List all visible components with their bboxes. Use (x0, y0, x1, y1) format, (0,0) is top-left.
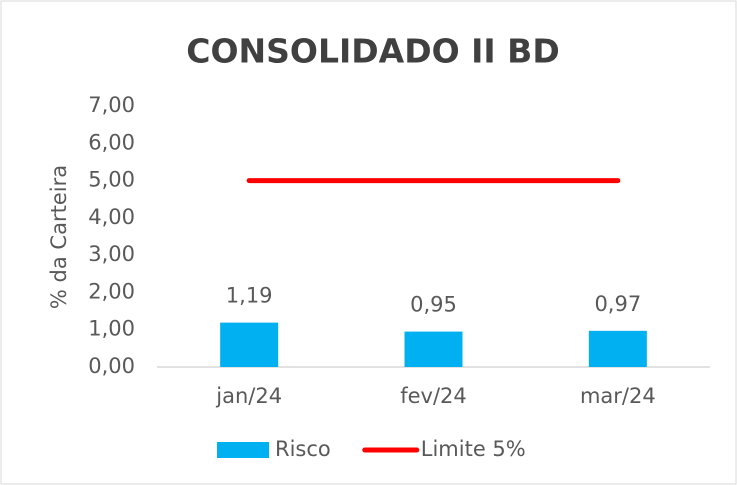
data-label: 0,97 (594, 292, 641, 316)
y-axis-label: % da Carteira (47, 165, 71, 309)
legend-label: Risco (275, 437, 331, 461)
y-tick-label: 6,00 (88, 130, 135, 154)
data-label: 1,19 (226, 284, 273, 308)
x-tick-label: jan/24 (215, 384, 282, 408)
legend-swatch (217, 442, 269, 458)
legend-label: Limite 5% (421, 437, 526, 461)
chart-title: CONSOLIDADO II BD (186, 32, 559, 71)
bar (588, 330, 647, 367)
y-tick-label: 7,00 (88, 93, 135, 117)
y-tick-label: 1,00 (88, 317, 135, 341)
bar (220, 322, 279, 367)
y-tick-label: 3,00 (88, 242, 135, 266)
x-tick-label: fev/24 (400, 384, 467, 408)
y-tick-label: 0,00 (88, 354, 135, 378)
data-label: 0,95 (410, 293, 457, 317)
x-tick-label: mar/24 (580, 384, 656, 408)
bar (404, 331, 463, 367)
y-tick-label: 4,00 (88, 205, 135, 229)
y-tick-label: 5,00 (88, 168, 135, 192)
y-tick-label: 2,00 (88, 279, 135, 303)
